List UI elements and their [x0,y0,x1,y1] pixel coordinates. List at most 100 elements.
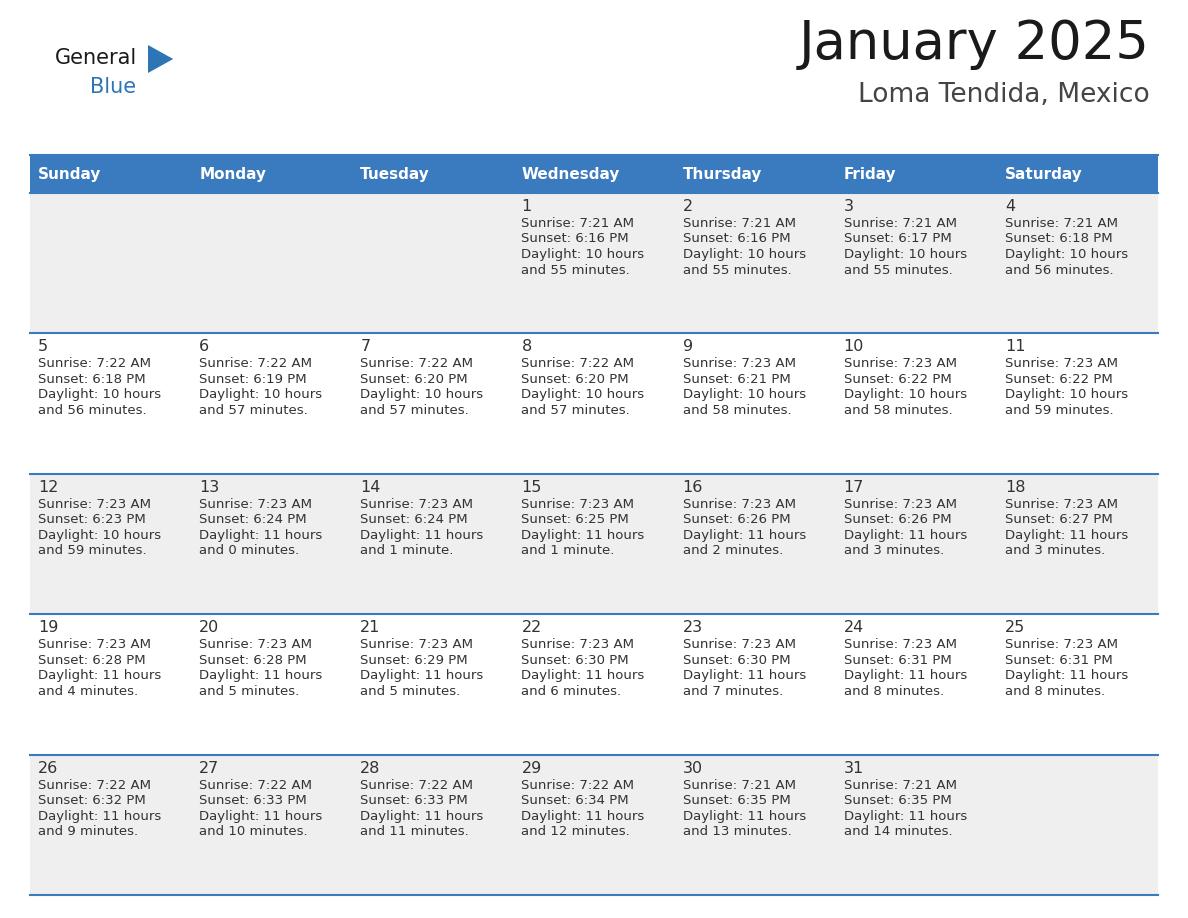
Text: Sunrise: 7:22 AM: Sunrise: 7:22 AM [38,357,151,370]
Text: Sunrise: 7:22 AM: Sunrise: 7:22 AM [360,778,473,791]
Text: and 12 minutes.: and 12 minutes. [522,825,630,838]
Text: and 55 minutes.: and 55 minutes. [843,263,953,276]
Text: and 1 minute.: and 1 minute. [360,544,454,557]
Text: and 57 minutes.: and 57 minutes. [522,404,630,417]
Text: Daylight: 11 hours: Daylight: 11 hours [1005,669,1129,682]
Text: Daylight: 10 hours: Daylight: 10 hours [38,529,162,542]
Text: and 8 minutes.: and 8 minutes. [1005,685,1105,698]
Text: Daylight: 11 hours: Daylight: 11 hours [522,669,645,682]
Text: Daylight: 11 hours: Daylight: 11 hours [200,529,322,542]
Text: 13: 13 [200,480,220,495]
Text: Sunrise: 7:23 AM: Sunrise: 7:23 AM [522,498,634,510]
Text: 29: 29 [522,761,542,776]
Text: Sunrise: 7:22 AM: Sunrise: 7:22 AM [522,357,634,370]
Text: 20: 20 [200,621,220,635]
Text: and 58 minutes.: and 58 minutes. [683,404,791,417]
Text: Sunset: 6:22 PM: Sunset: 6:22 PM [843,373,952,386]
Text: 28: 28 [360,761,380,776]
Text: 9: 9 [683,340,693,354]
Text: Sunrise: 7:21 AM: Sunrise: 7:21 AM [843,778,956,791]
Bar [30,474,1158,614]
Text: Sunset: 6:31 PM: Sunset: 6:31 PM [843,654,952,666]
Text: Daylight: 10 hours: Daylight: 10 hours [522,388,645,401]
Text: General: General [55,48,138,68]
Text: Sunset: 6:20 PM: Sunset: 6:20 PM [360,373,468,386]
Text: Blue: Blue [90,77,137,97]
Text: Sunset: 6:34 PM: Sunset: 6:34 PM [522,794,630,807]
Text: 19: 19 [38,621,58,635]
Text: Sunset: 6:24 PM: Sunset: 6:24 PM [360,513,468,526]
Text: 17: 17 [843,480,864,495]
Text: Sunrise: 7:23 AM: Sunrise: 7:23 AM [38,638,151,651]
Text: Daylight: 11 hours: Daylight: 11 hours [683,669,805,682]
Text: 16: 16 [683,480,703,495]
Text: Daylight: 11 hours: Daylight: 11 hours [843,529,967,542]
Text: Sunrise: 7:23 AM: Sunrise: 7:23 AM [38,498,151,510]
Text: Daylight: 10 hours: Daylight: 10 hours [360,388,484,401]
Text: Sunset: 6:24 PM: Sunset: 6:24 PM [200,513,307,526]
Text: Sunset: 6:23 PM: Sunset: 6:23 PM [38,513,146,526]
Text: Sunrise: 7:23 AM: Sunrise: 7:23 AM [200,638,312,651]
Text: Sunrise: 7:21 AM: Sunrise: 7:21 AM [1005,217,1118,230]
Text: Sunrise: 7:21 AM: Sunrise: 7:21 AM [683,778,796,791]
Text: Wednesday: Wednesday [522,166,620,182]
Text: and 57 minutes.: and 57 minutes. [200,404,308,417]
Text: Sunday: Sunday [38,166,101,182]
Text: 4: 4 [1005,199,1015,214]
Bar [191,155,353,193]
Bar [30,755,1158,895]
Text: 14: 14 [360,480,380,495]
Text: and 13 minutes.: and 13 minutes. [683,825,791,838]
Text: Sunrise: 7:23 AM: Sunrise: 7:23 AM [1005,357,1118,370]
Text: Daylight: 11 hours: Daylight: 11 hours [38,669,162,682]
Text: Sunset: 6:31 PM: Sunset: 6:31 PM [1005,654,1113,666]
Text: and 6 minutes.: and 6 minutes. [522,685,621,698]
Text: Daylight: 11 hours: Daylight: 11 hours [843,810,967,823]
Bar [30,333,1158,474]
Text: Daylight: 10 hours: Daylight: 10 hours [200,388,322,401]
Text: 10: 10 [843,340,864,354]
Text: Sunset: 6:29 PM: Sunset: 6:29 PM [360,654,468,666]
Text: and 7 minutes.: and 7 minutes. [683,685,783,698]
Text: Loma Tendida, Mexico: Loma Tendida, Mexico [858,82,1150,108]
Text: Sunrise: 7:23 AM: Sunrise: 7:23 AM [1005,498,1118,510]
Text: Monday: Monday [200,166,266,182]
Text: and 5 minutes.: and 5 minutes. [360,685,461,698]
Text: Sunrise: 7:22 AM: Sunrise: 7:22 AM [38,778,151,791]
Text: Sunset: 6:25 PM: Sunset: 6:25 PM [522,513,630,526]
Text: and 4 minutes.: and 4 minutes. [38,685,138,698]
Text: Daylight: 11 hours: Daylight: 11 hours [360,669,484,682]
Text: Sunset: 6:33 PM: Sunset: 6:33 PM [360,794,468,807]
Bar [997,155,1158,193]
Text: Sunrise: 7:21 AM: Sunrise: 7:21 AM [683,217,796,230]
Text: Sunset: 6:19 PM: Sunset: 6:19 PM [200,373,307,386]
Text: Daylight: 11 hours: Daylight: 11 hours [683,529,805,542]
Text: 7: 7 [360,340,371,354]
Text: Sunset: 6:22 PM: Sunset: 6:22 PM [1005,373,1113,386]
Text: Sunrise: 7:23 AM: Sunrise: 7:23 AM [683,357,796,370]
Text: Saturday: Saturday [1005,166,1082,182]
Text: and 56 minutes.: and 56 minutes. [1005,263,1113,276]
Text: Sunrise: 7:21 AM: Sunrise: 7:21 AM [522,217,634,230]
Text: Sunrise: 7:23 AM: Sunrise: 7:23 AM [683,638,796,651]
Text: Daylight: 11 hours: Daylight: 11 hours [683,810,805,823]
Text: Sunrise: 7:23 AM: Sunrise: 7:23 AM [200,498,312,510]
Text: Sunset: 6:18 PM: Sunset: 6:18 PM [38,373,146,386]
Text: and 3 minutes.: and 3 minutes. [843,544,944,557]
Text: Sunset: 6:33 PM: Sunset: 6:33 PM [200,794,307,807]
Text: Daylight: 11 hours: Daylight: 11 hours [200,669,322,682]
Text: 31: 31 [843,761,864,776]
Text: 22: 22 [522,621,542,635]
Text: and 14 minutes.: and 14 minutes. [843,825,953,838]
Text: Sunrise: 7:23 AM: Sunrise: 7:23 AM [360,638,473,651]
Text: Daylight: 11 hours: Daylight: 11 hours [522,810,645,823]
Text: Sunset: 6:16 PM: Sunset: 6:16 PM [522,232,630,245]
Text: Sunset: 6:28 PM: Sunset: 6:28 PM [38,654,146,666]
Text: Sunset: 6:28 PM: Sunset: 6:28 PM [200,654,307,666]
Text: and 0 minutes.: and 0 minutes. [200,544,299,557]
Text: and 9 minutes.: and 9 minutes. [38,825,138,838]
Text: Daylight: 11 hours: Daylight: 11 hours [360,810,484,823]
Text: Tuesday: Tuesday [360,166,430,182]
Text: 3: 3 [843,199,854,214]
Text: Sunrise: 7:23 AM: Sunrise: 7:23 AM [360,498,473,510]
